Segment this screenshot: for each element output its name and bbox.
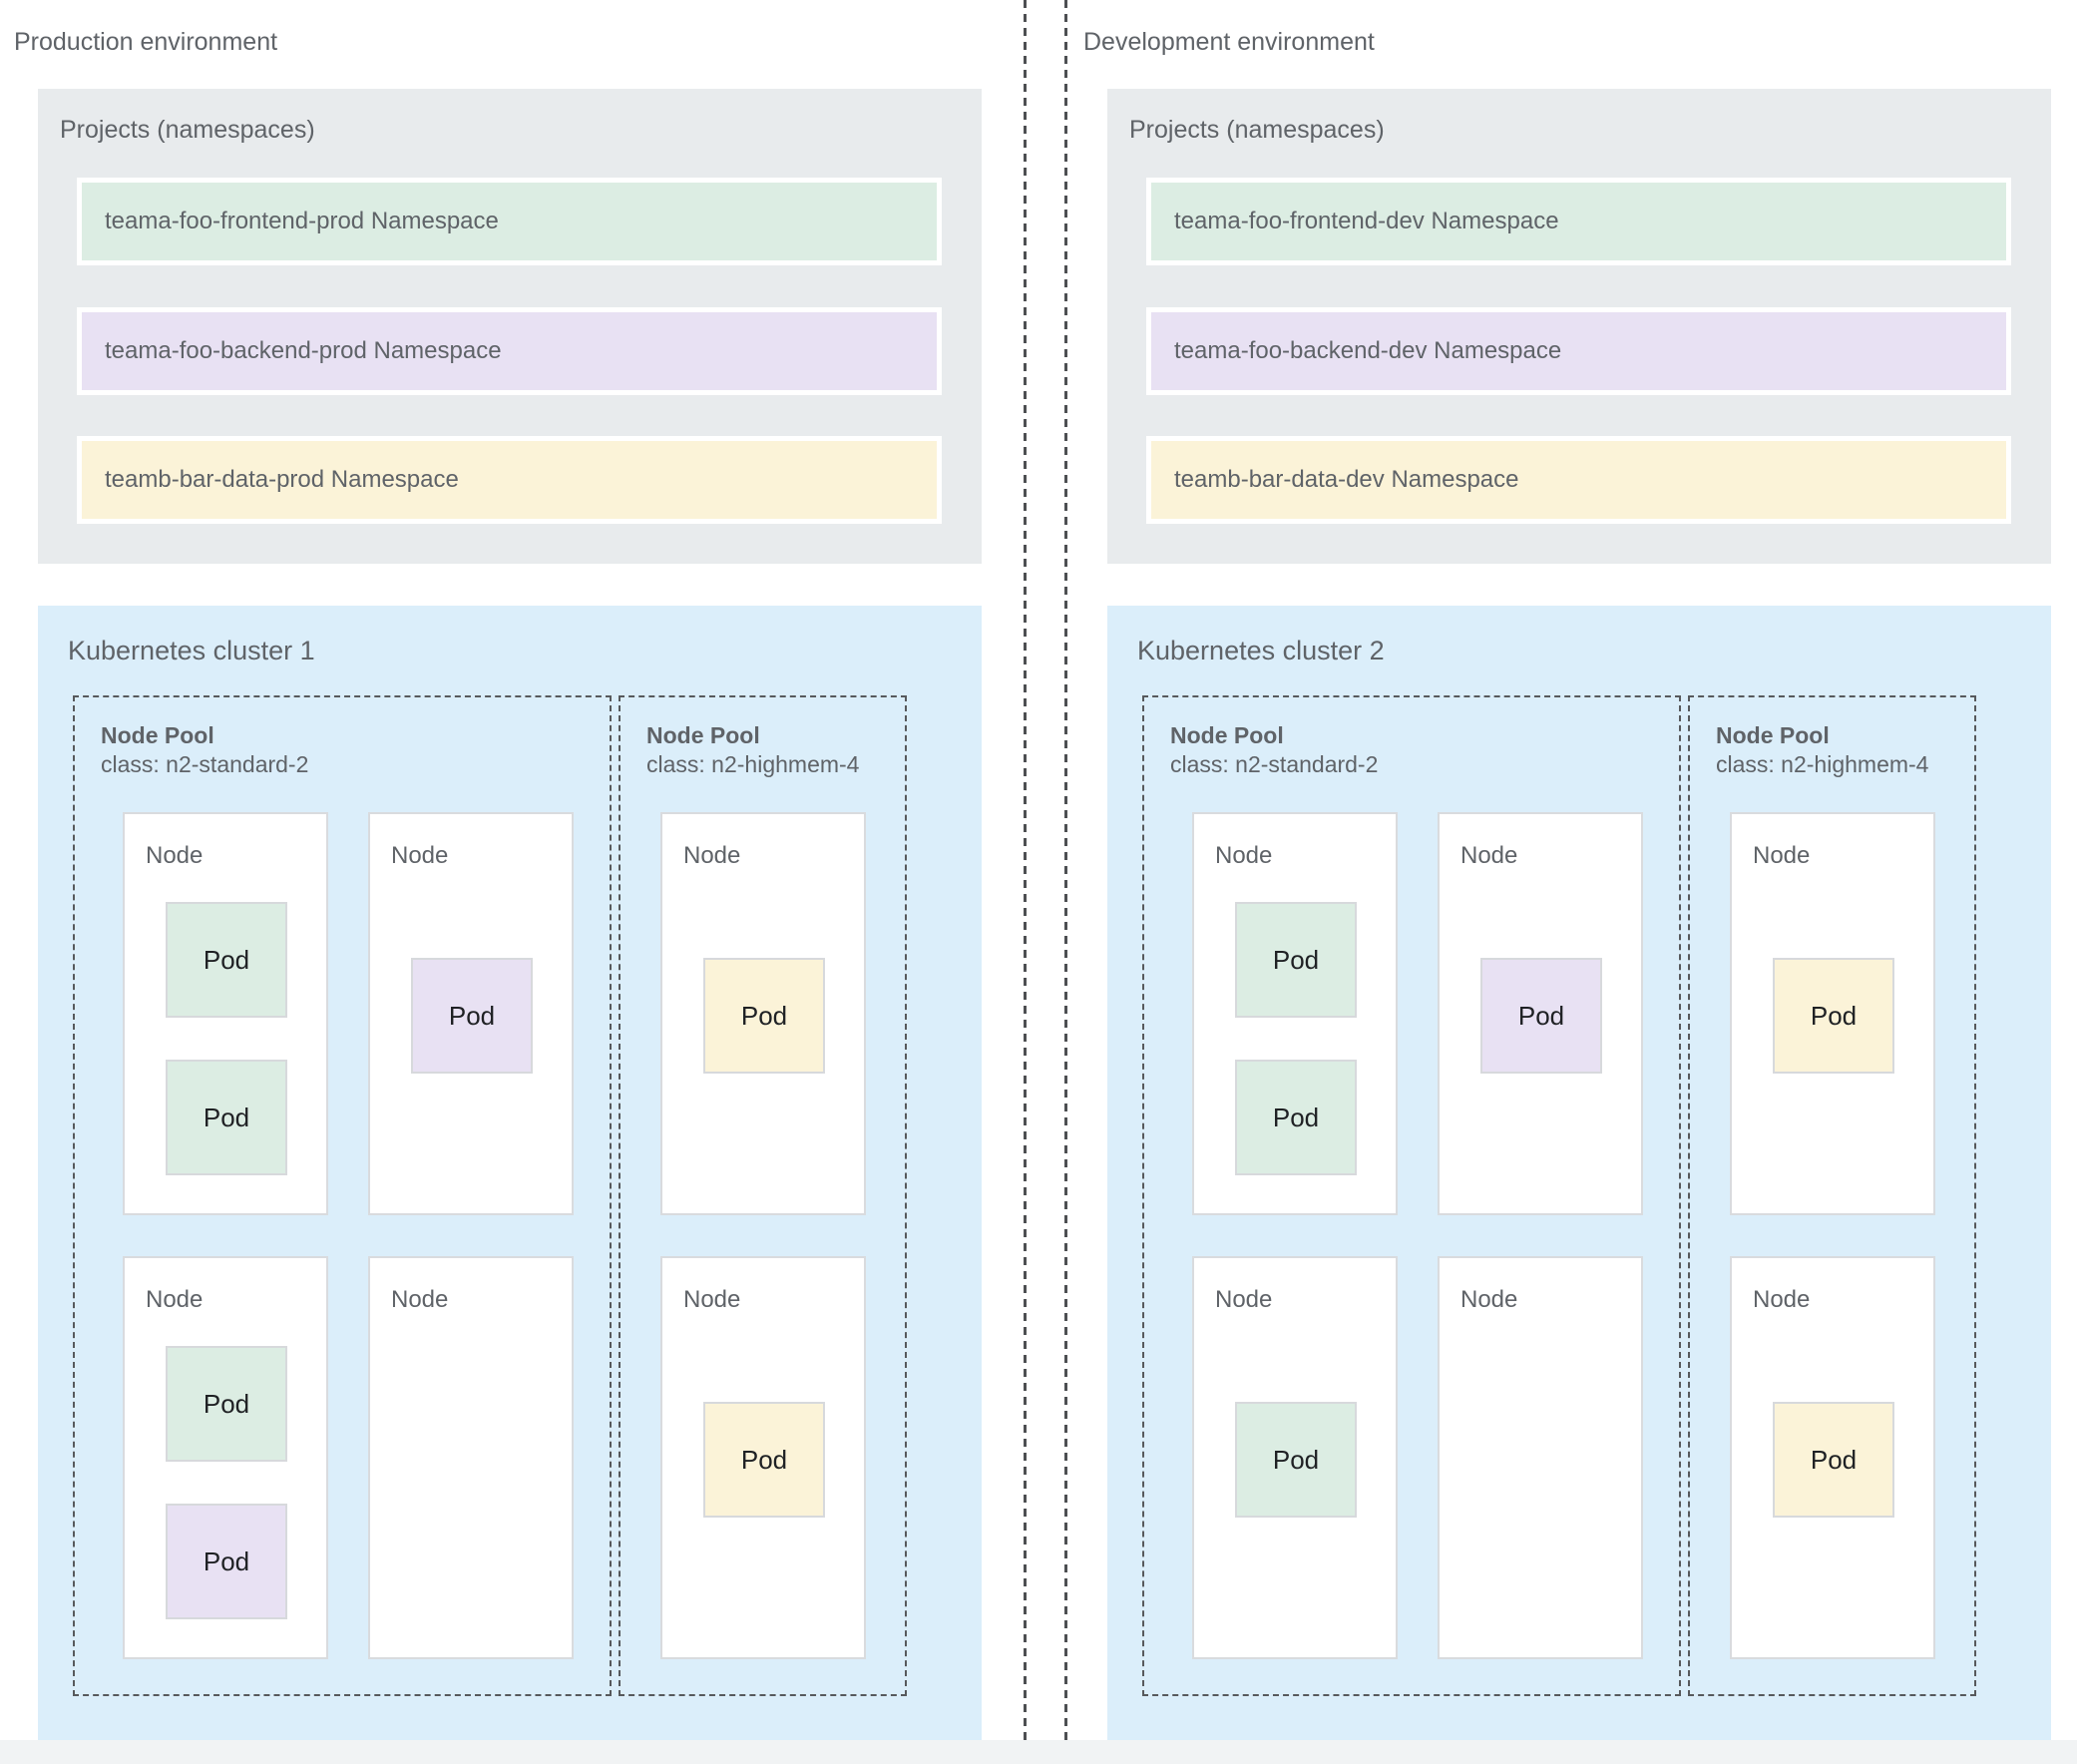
node-label: Node [683, 1286, 741, 1313]
node-label: Node [391, 842, 449, 869]
node: Node Pod [1730, 1256, 1935, 1659]
projects-namespaces-box: Projects (namespaces) teama-foo-frontend… [1107, 89, 2051, 564]
namespace-label: teama-foo-backend-dev Namespace [1174, 337, 1562, 364]
node-pool-class: class: n2-highmem-4 [646, 751, 860, 777]
projects-title: Projects (namespaces) [60, 116, 315, 144]
production-environment-section: Production environment Projects (namespa… [0, 0, 1008, 1764]
node: Node Pod [1438, 812, 1643, 1215]
node-pool-class: class: n2-standard-2 [101, 751, 309, 777]
node-label: Node [391, 1286, 449, 1313]
kubernetes-cluster-box: Kubernetes cluster 1 Node Pool class: n2… [38, 606, 982, 1740]
node-pool-class: class: n2-highmem-4 [1716, 751, 1929, 777]
node: Node Pod [660, 1256, 866, 1659]
node-pool-standard: Node Pool class: n2-standard-2 Node Pod … [73, 695, 612, 1696]
node-pool-title: Node Pool [1170, 722, 1284, 748]
namespace-label: teamb-bar-data-prod Namespace [105, 466, 459, 493]
projects-title: Projects (namespaces) [1129, 116, 1385, 144]
pod: Pod [1235, 1402, 1357, 1518]
node-label: Node [1215, 1286, 1273, 1313]
pod: Pod [1235, 902, 1357, 1018]
node-label: Node [1753, 842, 1811, 869]
node: Node Pod [660, 812, 866, 1215]
pod: Pod [703, 1402, 825, 1518]
environment-title: Development environment [1083, 28, 1375, 56]
node: Node Pod [1730, 812, 1935, 1215]
node-pool-title: Node Pool [646, 722, 760, 748]
node-pool-class: class: n2-standard-2 [1170, 751, 1379, 777]
projects-namespaces-box: Projects (namespaces) teama-foo-frontend… [38, 89, 982, 564]
node: Node Pod [368, 812, 574, 1215]
node-label: Node [146, 842, 204, 869]
pod: Pod [1235, 1060, 1357, 1175]
environment-divider-dotted-line [1064, 0, 1067, 1764]
node: Node Pod [1192, 1256, 1398, 1659]
cluster-title: Kubernetes cluster 2 [1137, 636, 1385, 665]
pod: Pod [1773, 1402, 1894, 1518]
environment-divider-dotted-line [1024, 0, 1027, 1764]
page-bottom-strip [0, 1740, 2077, 1764]
pod: Pod [166, 1060, 287, 1175]
pod: Pod [166, 1346, 287, 1462]
namespace-label: teama-foo-frontend-prod Namespace [105, 208, 499, 234]
node-pool-title: Node Pool [101, 722, 214, 748]
pod: Pod [1773, 958, 1894, 1074]
namespace-label: teama-foo-backend-prod Namespace [105, 337, 502, 364]
namespace-row: teama-foo-frontend-prod Namespace [77, 178, 942, 265]
development-environment-section: Development environment Projects (namesp… [1069, 0, 2077, 1764]
node-label: Node [1753, 1286, 1811, 1313]
cluster-title: Kubernetes cluster 1 [68, 636, 315, 665]
namespace-row: teamb-bar-data-dev Namespace [1146, 436, 2011, 524]
pod: Pod [166, 1504, 287, 1619]
pod: Pod [703, 958, 825, 1074]
pod: Pod [1480, 958, 1602, 1074]
namespace-row: teama-foo-backend-dev Namespace [1146, 307, 2011, 395]
node-label: Node [146, 1286, 204, 1313]
node-label: Node [1460, 842, 1518, 869]
kubernetes-cluster-box: Kubernetes cluster 2 Node Pool class: n2… [1107, 606, 2051, 1740]
pod: Pod [411, 958, 533, 1074]
namespace-row: teamb-bar-data-prod Namespace [77, 436, 942, 524]
node: Node [368, 1256, 574, 1659]
node: Node Pod Pod [1192, 812, 1398, 1215]
node-pool-standard: Node Pool class: n2-standard-2 Node Pod … [1142, 695, 1681, 1696]
node: Node Pod Pod [123, 812, 328, 1215]
namespace-label: teama-foo-frontend-dev Namespace [1174, 208, 1559, 234]
node-pool-highmem: Node Pool class: n2-highmem-4 Node Pod N… [1688, 695, 1976, 1696]
node-label: Node [683, 842, 741, 869]
node-pool-highmem: Node Pool class: n2-highmem-4 Node Pod N… [619, 695, 907, 1696]
node-label: Node [1215, 842, 1273, 869]
node-label: Node [1460, 1286, 1518, 1313]
namespace-row: teama-foo-backend-prod Namespace [77, 307, 942, 395]
namespace-label: teamb-bar-data-dev Namespace [1174, 466, 1519, 493]
namespace-row: teama-foo-frontend-dev Namespace [1146, 178, 2011, 265]
node-pool-title: Node Pool [1716, 722, 1830, 748]
node: Node [1438, 1256, 1643, 1659]
node: Node Pod Pod [123, 1256, 328, 1659]
pod: Pod [166, 902, 287, 1018]
environment-title: Production environment [14, 28, 278, 56]
